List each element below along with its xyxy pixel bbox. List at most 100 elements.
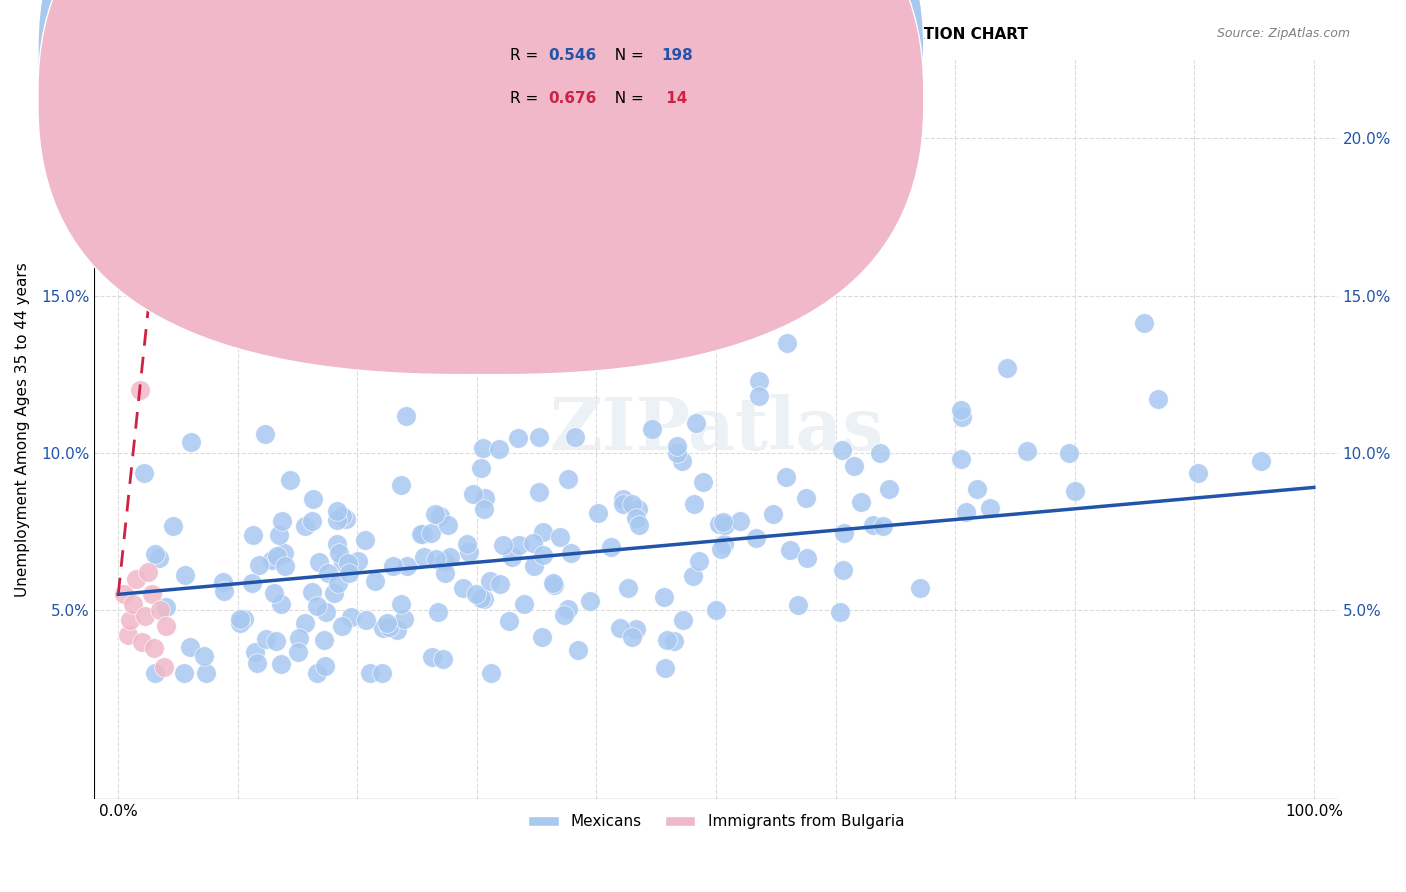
Point bbox=[267, 528, 290, 542]
Point bbox=[488, 442, 510, 456]
Point bbox=[287, 645, 309, 659]
Point bbox=[714, 517, 737, 532]
Point bbox=[270, 597, 292, 611]
Point bbox=[522, 536, 544, 550]
Point bbox=[513, 597, 536, 611]
Point bbox=[501, 549, 523, 564]
Point bbox=[308, 555, 330, 569]
Point bbox=[262, 553, 284, 567]
Point bbox=[274, 558, 297, 573]
Point bbox=[302, 491, 325, 506]
Point bbox=[548, 530, 571, 544]
Point bbox=[247, 558, 270, 573]
Point bbox=[628, 517, 651, 532]
Legend: Mexicans, Immigrants from Bulgaria: Mexicans, Immigrants from Bulgaria bbox=[522, 808, 910, 836]
Point bbox=[498, 615, 520, 629]
Point bbox=[371, 621, 394, 635]
Point bbox=[136, 566, 159, 580]
Point bbox=[294, 519, 316, 533]
Point bbox=[461, 487, 484, 501]
Text: 0.546: 0.546 bbox=[548, 48, 596, 62]
Text: MEXICAN VS IMMIGRANTS FROM BULGARIA UNEMPLOYMENT AMONG AGES 35 TO 44 YEARS CORRE: MEXICAN VS IMMIGRANTS FROM BULGARIA UNEM… bbox=[56, 27, 1028, 42]
Point bbox=[212, 574, 235, 589]
Point bbox=[193, 648, 215, 663]
Point bbox=[246, 656, 269, 670]
Point bbox=[950, 409, 973, 424]
Point bbox=[1133, 316, 1156, 330]
Point bbox=[474, 491, 496, 506]
Point bbox=[832, 526, 855, 541]
Point bbox=[672, 613, 695, 627]
Point bbox=[354, 533, 377, 548]
Point bbox=[529, 430, 551, 444]
Point bbox=[322, 586, 344, 600]
Point bbox=[666, 439, 689, 453]
Point bbox=[664, 634, 686, 648]
Point bbox=[527, 484, 550, 499]
Point bbox=[266, 549, 288, 563]
Point bbox=[312, 632, 335, 647]
Point bbox=[439, 549, 461, 564]
Point bbox=[794, 491, 817, 505]
Point bbox=[243, 645, 266, 659]
Point bbox=[162, 519, 184, 533]
Point bbox=[748, 375, 770, 389]
Point bbox=[128, 383, 150, 397]
Point bbox=[456, 536, 478, 550]
Point bbox=[872, 519, 894, 533]
Point bbox=[326, 536, 349, 550]
Point bbox=[451, 581, 474, 595]
Point bbox=[654, 661, 676, 675]
Point bbox=[340, 609, 363, 624]
Text: 14: 14 bbox=[661, 91, 688, 105]
Point bbox=[420, 525, 443, 540]
Point bbox=[389, 477, 412, 491]
Point bbox=[375, 615, 398, 630]
Point bbox=[288, 631, 311, 645]
Y-axis label: Unemployment Among Ages 35 to 44 years: Unemployment Among Ages 35 to 44 years bbox=[15, 262, 30, 597]
Point bbox=[492, 537, 515, 551]
Point bbox=[479, 574, 502, 588]
Point bbox=[395, 409, 418, 423]
Point bbox=[117, 628, 139, 642]
Point bbox=[432, 652, 454, 666]
Point bbox=[326, 576, 349, 591]
Point bbox=[354, 613, 377, 627]
Point bbox=[472, 441, 495, 455]
Point bbox=[148, 550, 170, 565]
Point bbox=[301, 514, 323, 528]
Point bbox=[152, 659, 174, 673]
Point bbox=[332, 556, 354, 570]
Point bbox=[688, 554, 710, 568]
Point bbox=[979, 501, 1001, 516]
Point bbox=[326, 513, 349, 527]
Point bbox=[745, 532, 768, 546]
Point bbox=[567, 643, 589, 657]
Point bbox=[692, 475, 714, 490]
Text: R =: R = bbox=[510, 91, 544, 105]
Point bbox=[174, 568, 197, 582]
Point bbox=[530, 631, 553, 645]
Point bbox=[488, 577, 510, 591]
Point bbox=[910, 581, 932, 595]
Point bbox=[409, 526, 432, 541]
Point bbox=[465, 587, 488, 601]
Point bbox=[1147, 392, 1170, 406]
Point bbox=[787, 598, 810, 612]
Point bbox=[955, 505, 977, 519]
Point bbox=[652, 590, 675, 604]
Point bbox=[1064, 484, 1087, 499]
Text: N =: N = bbox=[605, 48, 648, 62]
Point bbox=[682, 568, 704, 582]
Text: N =: N = bbox=[605, 91, 648, 105]
Point bbox=[748, 389, 770, 403]
Point bbox=[995, 360, 1018, 375]
Point bbox=[683, 497, 706, 511]
Point bbox=[212, 584, 235, 599]
Point bbox=[531, 548, 554, 562]
Point bbox=[155, 619, 177, 633]
Point bbox=[472, 592, 495, 607]
Point bbox=[149, 603, 172, 617]
Point bbox=[730, 514, 752, 528]
Point bbox=[301, 585, 323, 599]
